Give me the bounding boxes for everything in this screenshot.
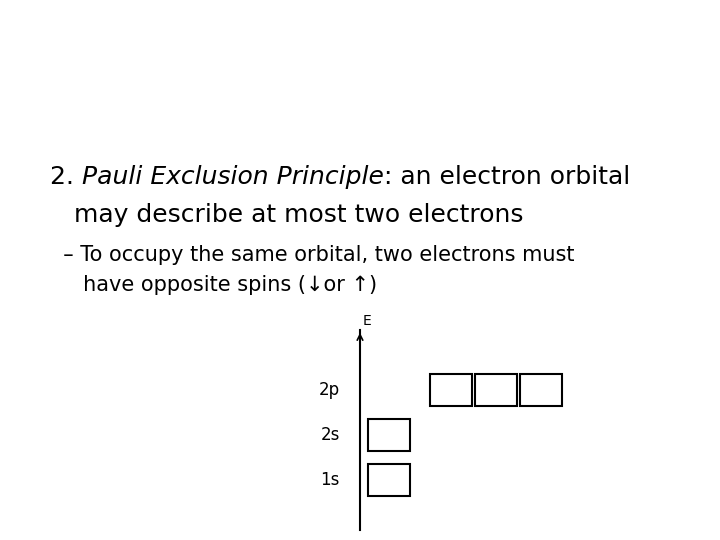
Bar (368, 419, 410, 451)
Bar (520, 374, 562, 406)
Text: – To occupy the same orbital, two electrons must: – To occupy the same orbital, two electr… (50, 245, 575, 265)
Bar (368, 464, 410, 496)
Text: : an electron orbital: : an electron orbital (384, 165, 630, 189)
Text: have opposite spins (↓or ↑): have opposite spins (↓or ↑) (50, 275, 377, 295)
Text: 2.: 2. (50, 165, 82, 189)
Text: 2s: 2s (320, 426, 340, 444)
Text: E: E (363, 314, 372, 328)
Text: Pauli Exclusion Principle: Pauli Exclusion Principle (82, 165, 384, 189)
Text: 2p: 2p (319, 381, 340, 399)
Text: 1s: 1s (320, 471, 340, 489)
Bar (475, 374, 517, 406)
Text: may describe at most two electrons: may describe at most two electrons (50, 203, 523, 227)
Bar (430, 374, 472, 406)
